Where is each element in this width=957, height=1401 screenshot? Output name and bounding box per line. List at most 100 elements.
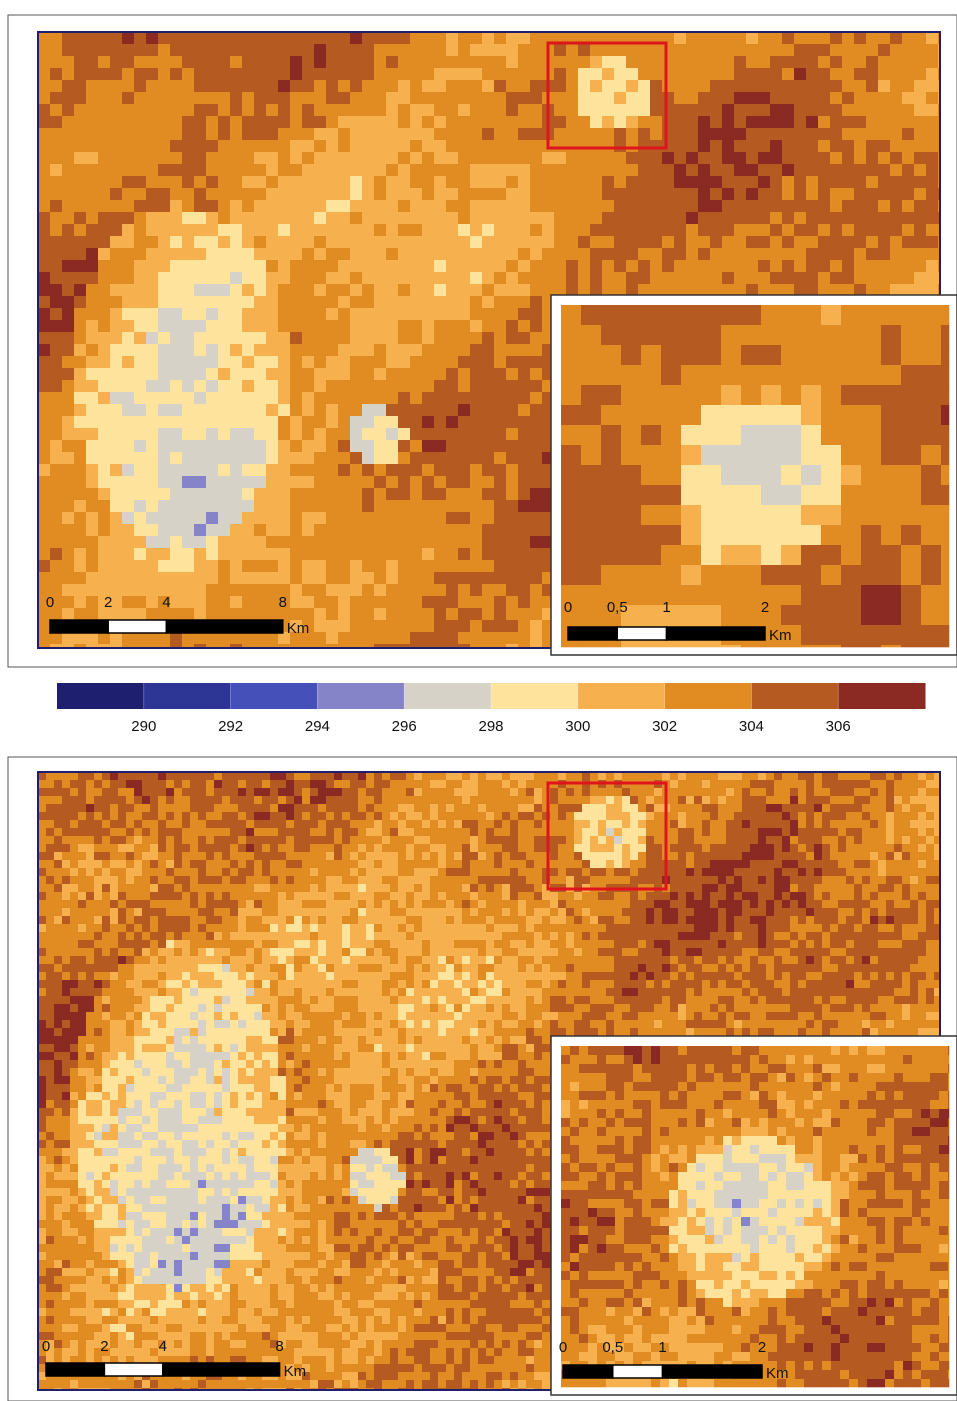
raster-cell <box>374 560 386 572</box>
raster-cell <box>602 200 614 212</box>
raster-cell <box>50 68 62 80</box>
raster-cell <box>266 596 278 608</box>
raster-cell <box>758 212 770 224</box>
raster-cell <box>902 80 914 92</box>
raster-cell <box>326 308 338 320</box>
raster-cell <box>566 128 578 140</box>
raster-cell <box>194 212 206 224</box>
raster-cell <box>602 248 614 260</box>
raster-cell <box>74 356 86 368</box>
raster-cell <box>190 780 198 788</box>
raster-cell <box>158 344 170 356</box>
raster-cell <box>182 536 194 548</box>
raster-cell <box>861 345 881 365</box>
raster-cell <box>806 140 818 152</box>
raster-cell <box>366 788 374 796</box>
raster-cell <box>486 812 494 820</box>
raster-cell <box>542 272 554 284</box>
raster-cell <box>566 236 578 248</box>
raster-cell <box>721 545 741 565</box>
raster-cell <box>194 44 206 56</box>
raster-cell <box>374 248 386 260</box>
raster-cell <box>134 392 146 404</box>
raster-cell <box>242 104 254 116</box>
raster-cell <box>266 416 278 428</box>
raster-cell <box>641 585 661 605</box>
raster-cell <box>362 56 374 68</box>
raster-cell <box>62 308 74 320</box>
raster-cell <box>146 272 158 284</box>
raster-cell <box>194 272 206 284</box>
raster-cell <box>218 536 230 548</box>
raster-cell <box>290 572 302 584</box>
raster-cell <box>462 788 470 796</box>
raster-cell <box>861 565 881 585</box>
raster-cell <box>122 284 134 296</box>
raster-cell <box>854 272 866 284</box>
raster-cell <box>194 428 206 440</box>
raster-cell <box>410 140 422 152</box>
raster-cell <box>254 464 266 476</box>
raster-cell <box>518 584 530 596</box>
raster-cell <box>881 345 901 365</box>
raster-cell <box>334 788 342 796</box>
raster-cell <box>482 632 494 644</box>
raster-cell <box>650 44 662 56</box>
raster-cell <box>602 224 614 236</box>
raster-cell <box>581 365 601 385</box>
raster-cell <box>434 512 446 524</box>
raster-cell <box>458 128 470 140</box>
raster-cell <box>902 236 914 248</box>
raster-cell <box>462 796 470 804</box>
raster-cell <box>386 104 398 116</box>
raster-cell <box>38 804 46 812</box>
raster-cell <box>266 500 278 512</box>
raster-cell <box>350 476 362 488</box>
raster-cell <box>741 305 761 325</box>
raster-cell <box>494 772 502 780</box>
raster-cell <box>626 272 638 284</box>
raster-cell <box>806 56 818 68</box>
raster-cell <box>890 272 902 284</box>
raster-cell <box>470 780 478 788</box>
raster-cell <box>158 248 170 260</box>
raster-cell <box>122 548 134 560</box>
raster-cell <box>398 772 406 780</box>
raster-cell <box>494 80 506 92</box>
raster-cell <box>902 68 914 80</box>
raster-cell <box>482 332 494 344</box>
raster-cell <box>134 584 146 596</box>
raster-cell <box>890 32 902 44</box>
raster-cell <box>50 476 62 488</box>
raster-cell <box>182 104 194 116</box>
raster-cell <box>410 104 422 116</box>
raster-cell <box>926 44 938 56</box>
raster-cell <box>206 164 218 176</box>
raster-cell <box>206 224 218 236</box>
raster-cell <box>734 200 746 212</box>
raster-cell <box>158 548 170 560</box>
raster-cell <box>270 772 278 780</box>
raster-cell <box>158 572 170 584</box>
raster-cell <box>278 780 286 788</box>
raster-cell <box>362 380 374 392</box>
raster-cell <box>782 44 794 56</box>
raster-cell <box>458 548 470 560</box>
raster-cell <box>206 272 218 284</box>
raster-cell <box>926 788 934 796</box>
raster-cell <box>54 788 62 796</box>
raster-cell <box>338 452 350 464</box>
raster-cell <box>530 500 542 512</box>
raster-cell <box>901 305 921 325</box>
raster-cell <box>770 116 782 128</box>
raster-cell <box>841 545 861 565</box>
raster-cell <box>254 416 266 428</box>
raster-cell <box>470 632 482 644</box>
raster-cell <box>614 152 626 164</box>
raster-cell <box>506 44 518 56</box>
raster-cell <box>374 176 386 188</box>
raster-cell <box>626 104 638 116</box>
raster-cell <box>678 812 686 820</box>
raster-cell <box>362 584 374 596</box>
raster-cell <box>182 248 194 260</box>
